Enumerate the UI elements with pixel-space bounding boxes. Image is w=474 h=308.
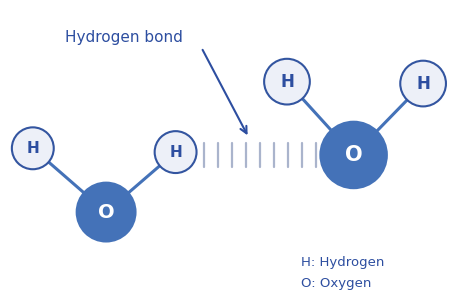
Text: O: O — [98, 203, 114, 221]
Text: H: Hydrogen: H: Hydrogen — [301, 256, 384, 269]
Text: H: H — [280, 73, 294, 91]
Text: H: H — [416, 75, 430, 93]
Text: H: H — [27, 141, 39, 156]
Circle shape — [155, 131, 197, 173]
Text: H: H — [169, 144, 182, 160]
Circle shape — [400, 61, 446, 106]
Text: O: O — [345, 145, 363, 165]
Circle shape — [319, 121, 388, 189]
Circle shape — [76, 182, 137, 242]
Text: Hydrogen bond: Hydrogen bond — [65, 30, 183, 45]
Circle shape — [264, 59, 310, 104]
Text: O: Oxygen: O: Oxygen — [301, 277, 372, 290]
Circle shape — [12, 127, 54, 169]
